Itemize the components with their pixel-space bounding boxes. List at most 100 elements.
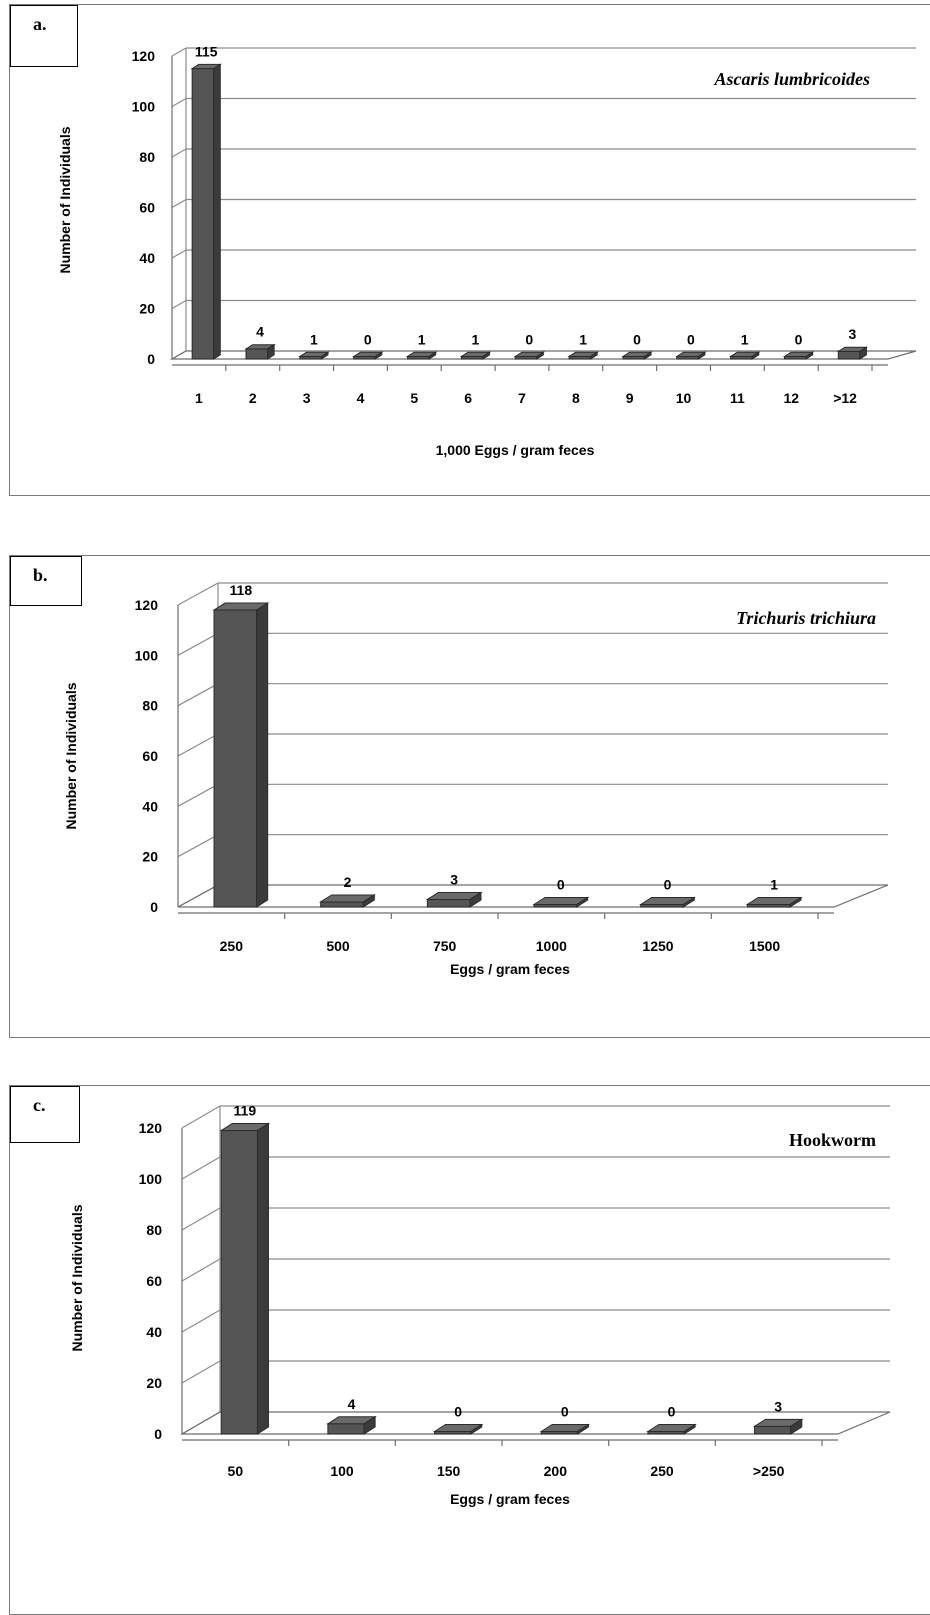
- bar-side: [256, 1122, 269, 1435]
- bar-side: [469, 891, 482, 908]
- bar-side: [590, 351, 598, 360]
- side-wall-line: [171, 198, 187, 209]
- bar: [212, 602, 270, 908]
- bar-side: [428, 351, 437, 360]
- bar-side: [576, 896, 589, 908]
- bar: [190, 63, 223, 360]
- bar: [351, 351, 384, 360]
- bar: [675, 351, 707, 360]
- chart-floor: [169, 350, 917, 360]
- y-tick-label: 60: [139, 200, 155, 216]
- bar-side: [697, 351, 706, 360]
- y-tick-label: 20: [146, 1375, 162, 1391]
- side-wall-line: [177, 733, 219, 757]
- side-wall-line: [177, 834, 219, 858]
- y-tick-label: 40: [146, 1324, 162, 1340]
- side-wall-line: [171, 299, 187, 310]
- side-wall-line: [181, 1105, 221, 1129]
- panel-label: a.: [10, 5, 78, 67]
- bar-front: [327, 1423, 365, 1435]
- data-label: 3: [774, 1398, 782, 1414]
- bar: [513, 351, 546, 360]
- bar-side: [482, 351, 491, 360]
- side-wall-line: [181, 1156, 221, 1180]
- y-tick-label: 0: [150, 899, 158, 915]
- species-annotation: Trichuris trichiura: [736, 608, 876, 628]
- x-tick-label: 8: [572, 390, 580, 406]
- bar-front: [426, 898, 471, 908]
- y-axis-title: Number of Individuals: [57, 126, 73, 273]
- x-axis-title: Eggs / gram feces: [450, 1491, 570, 1507]
- data-label: 1: [770, 876, 778, 892]
- side-wall-line: [177, 783, 219, 807]
- x-tick-label: 250: [220, 938, 244, 954]
- y-axis-title: Number of Individuals: [63, 682, 79, 829]
- x-tick-label: >12: [833, 390, 857, 406]
- bar-front: [837, 350, 861, 360]
- data-label: 119: [234, 1103, 257, 1119]
- bar-front: [220, 1130, 258, 1435]
- bar: [405, 351, 438, 360]
- x-tick-label: 9: [626, 390, 634, 406]
- side-wall-line: [171, 148, 187, 158]
- y-axis-title: Number of Individuals: [69, 1204, 85, 1351]
- bar: [539, 1423, 591, 1435]
- y-tick-label: 60: [146, 1273, 162, 1289]
- bar: [782, 351, 815, 360]
- bar-side: [643, 351, 652, 360]
- y-tick-label: 100: [135, 647, 159, 663]
- bar-front: [245, 348, 269, 360]
- data-label: 1: [418, 331, 426, 347]
- x-tick-label: 11: [730, 390, 745, 406]
- bar-front: [213, 609, 258, 908]
- y-tick-label: 80: [142, 698, 158, 714]
- data-label: 115: [195, 43, 218, 59]
- chart-panel-b: b. 0 20 40 60 80 100 120 118 250 2 500 3 750 0 1000 0 12…: [9, 555, 930, 1038]
- chart-panel-a: a. 0 20 40 60 80 100 120 115 1 4 2 1 3 0 4 1 5 1 6 0 7 1 8 0 9 0 1…: [9, 4, 930, 496]
- side-wall-line: [181, 1360, 221, 1384]
- data-label: 0: [561, 1404, 569, 1420]
- x-tick-label: 500: [326, 938, 350, 954]
- bar-side: [267, 343, 275, 360]
- bar-side: [256, 602, 269, 908]
- y-tick-label: 0: [154, 1426, 162, 1442]
- bar: [567, 351, 599, 360]
- data-label: 3: [450, 871, 458, 887]
- x-tick-label: 7: [518, 390, 526, 406]
- x-tick-label: 200: [544, 1463, 568, 1479]
- data-label: 0: [525, 331, 533, 347]
- data-label: 1: [579, 331, 587, 347]
- side-wall-line: [181, 1309, 221, 1333]
- bar: [244, 343, 276, 360]
- data-label: 0: [633, 331, 641, 347]
- bar-side: [682, 896, 695, 908]
- x-tick-label: 2: [249, 390, 257, 406]
- y-tick-label: 0: [147, 351, 155, 367]
- x-tick-label: 1: [195, 390, 203, 406]
- data-label: 4: [256, 324, 264, 340]
- y-tick-label: 100: [132, 99, 156, 115]
- data-label: 118: [230, 582, 253, 598]
- chart-b-svg: 0 20 40 60 80 100 120 118 250 2 500 3 750 0 1000 0 1250 1…: [63, 582, 889, 977]
- x-axis-title: Eggs / gram feces: [450, 961, 570, 977]
- data-label: 0: [364, 331, 372, 347]
- bar: [836, 346, 869, 360]
- bar: [432, 1423, 484, 1435]
- species-annotation: Ascaris lumbricoides: [713, 69, 870, 89]
- data-label: 0: [668, 1404, 676, 1420]
- bar-side: [374, 351, 383, 360]
- chart-floor: [179, 1411, 891, 1435]
- x-tick-label: 250: [650, 1463, 674, 1479]
- panel-label: b.: [10, 556, 82, 606]
- bar: [638, 896, 697, 908]
- x-tick-label: 50: [228, 1463, 244, 1479]
- bar: [298, 351, 330, 360]
- bar-side: [363, 1415, 376, 1435]
- panel-label: c.: [10, 1086, 80, 1143]
- x-tick-label: 10: [676, 390, 692, 406]
- y-tick-label: 20: [142, 849, 158, 865]
- data-label: 0: [687, 331, 695, 347]
- x-tick-label: 5: [410, 390, 418, 406]
- bar-side: [320, 351, 329, 360]
